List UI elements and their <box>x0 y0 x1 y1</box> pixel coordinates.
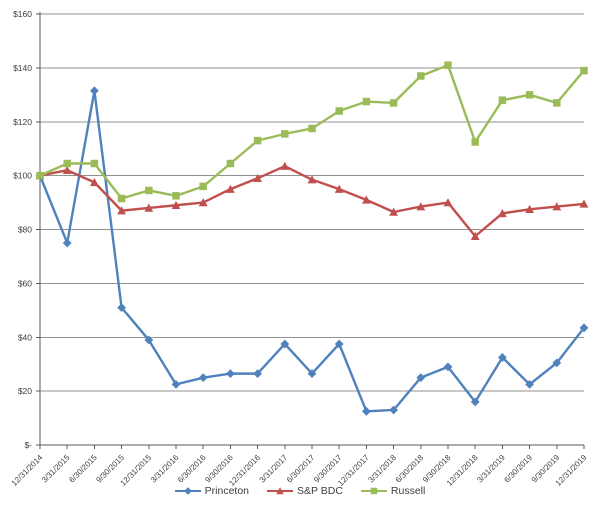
x-axis-label: 6/30/2016 <box>176 453 208 485</box>
data-point-s-p-bdc-2 <box>90 177 99 187</box>
data-point-s-p-bdc-4 <box>144 203 154 212</box>
y-axis-label: $100 <box>13 171 32 181</box>
data-point-russell-16 <box>471 138 479 146</box>
y-axis-label: $40 <box>18 332 32 342</box>
data-point-russell-3 <box>117 194 126 203</box>
data-point-russell-10 <box>308 124 316 133</box>
data-point-russell-9 <box>281 130 289 138</box>
y-axis-label: $80 <box>18 225 32 235</box>
x-axis-label: 6/30/2018 <box>394 453 426 485</box>
data-point-s-p-bdc-12 <box>362 195 371 204</box>
data-point-s-p-bdc-16 <box>470 231 480 240</box>
data-point-princeton-10 <box>307 369 317 379</box>
data-point-russell-18 <box>525 91 534 99</box>
data-point-s-p-bdc-20 <box>579 199 589 208</box>
data-point-russell-1 <box>63 159 71 168</box>
data-point-russell-12 <box>362 97 371 106</box>
legend-marker-princeton <box>183 487 192 495</box>
data-point-princeton-5 <box>171 379 181 389</box>
x-axis-label: 3/31/2017 <box>258 453 290 485</box>
data-point-s-p-bdc-14 <box>416 202 426 211</box>
data-point-s-p-bdc-18 <box>525 204 534 214</box>
data-point-princeton-6 <box>198 373 208 383</box>
data-point-s-p-bdc-17 <box>498 208 507 218</box>
russell-line-marker-icon <box>360 487 387 495</box>
data-point-princeton-4 <box>144 335 154 345</box>
data-point-russell-6 <box>199 182 207 191</box>
y-axis-label: $- <box>24 440 32 450</box>
data-point-s-p-bdc-13 <box>389 207 398 216</box>
data-point-s-p-bdc-11 <box>334 184 344 193</box>
x-axis-label: 3/31/2016 <box>149 453 181 485</box>
data-point-princeton-3 <box>117 303 126 313</box>
data-point-princeton-16 <box>470 397 480 407</box>
x-axis-label: 6/30/2017 <box>285 453 317 485</box>
data-point-s-p-bdc-15 <box>443 198 453 207</box>
data-point-russell-4 <box>145 186 153 195</box>
data-point-princeton-14 <box>416 373 426 383</box>
legend-label-princeton: Princeton <box>204 485 249 497</box>
data-point-russell-7 <box>226 159 235 168</box>
x-axis-label: 3/31/2019 <box>475 453 507 485</box>
legend-item-russell: Russell <box>360 485 426 497</box>
x-axis-label: 12/31/2014 <box>10 453 45 488</box>
data-point-princeton-2 <box>90 86 99 96</box>
princeton-line-marker-icon <box>174 487 201 495</box>
data-point-russell-2 <box>90 159 99 168</box>
data-point-s-p-bdc-19 <box>552 202 562 211</box>
legend-marker-s-p-bdc <box>276 487 284 495</box>
data-point-princeton-9 <box>280 339 290 349</box>
data-point-princeton-11 <box>334 339 344 349</box>
x-axis-label: 3/31/2015 <box>40 453 72 485</box>
data-point-s-p-bdc-1 <box>62 165 72 174</box>
x-axis-label: 6/30/2019 <box>502 453 534 485</box>
legend-item-princeton: Princeton <box>174 485 249 497</box>
data-point-russell-20 <box>580 66 588 75</box>
data-point-russell-13 <box>389 99 398 107</box>
data-point-russell-8 <box>253 136 262 145</box>
data-point-s-p-bdc-9 <box>280 161 290 170</box>
data-point-russell-14 <box>417 72 425 80</box>
y-axis-label: $120 <box>13 117 32 127</box>
legend-label-sp-bdc: S&P BDC <box>297 485 343 497</box>
y-axis-label: $160 <box>13 9 32 19</box>
data-point-princeton-18 <box>525 379 534 389</box>
y-axis-label: $140 <box>13 63 32 73</box>
y-axis-label: $60 <box>18 278 32 288</box>
sp-bdc-line-marker-icon <box>267 487 293 495</box>
data-point-s-p-bdc-6 <box>198 198 208 207</box>
data-point-s-p-bdc-10 <box>307 175 317 184</box>
data-point-princeton-15 <box>443 362 453 372</box>
data-point-russell-15 <box>444 61 452 69</box>
data-point-s-p-bdc-5 <box>171 200 181 209</box>
data-point-russell-17 <box>498 96 507 104</box>
data-point-princeton-17 <box>498 353 507 362</box>
legend-label-russell: Russell <box>390 485 426 497</box>
data-point-s-p-bdc-8 <box>253 173 262 183</box>
data-point-russell-11 <box>335 107 343 115</box>
x-axis-label: 3/31/2018 <box>366 453 398 485</box>
data-point-princeton-8 <box>253 369 262 379</box>
data-point-russell-0 <box>36 171 44 180</box>
data-point-s-p-bdc-3 <box>117 206 126 215</box>
data-point-princeton-7 <box>226 369 235 379</box>
data-point-russell-5 <box>172 192 180 200</box>
data-point-princeton-13 <box>389 405 398 415</box>
legend-marker-russell <box>370 487 378 495</box>
chart-legend: Princeton S&P BDC Russell <box>0 485 600 497</box>
x-axis-label: 6/30/2015 <box>67 453 99 485</box>
data-point-princeton-12 <box>362 406 371 416</box>
data-point-princeton-20 <box>579 323 589 333</box>
data-point-russell-19 <box>553 99 561 107</box>
data-point-s-p-bdc-7 <box>226 184 235 193</box>
y-axis-label: $20 <box>18 386 32 396</box>
legend-item-sp-bdc: S&P BDC <box>267 485 343 497</box>
data-point-princeton-1 <box>62 238 72 248</box>
data-point-princeton-19 <box>552 358 562 368</box>
series-line-princeton <box>38 89 586 413</box>
